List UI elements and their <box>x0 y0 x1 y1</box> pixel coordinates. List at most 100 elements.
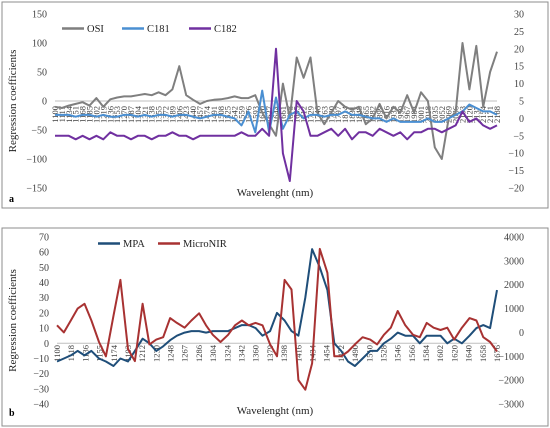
legend-label: MicroNIR <box>183 239 227 250</box>
x-tick-label: 1253 <box>112 106 122 123</box>
y-tick-left: 50 <box>37 68 47 79</box>
y-tick-left: 150 <box>32 10 47 21</box>
legend-label: C182 <box>214 24 237 35</box>
x-tick-label: 1559 <box>236 106 246 123</box>
y-tick-right: 30 <box>514 10 524 21</box>
y-tick-right: 25 <box>514 27 524 38</box>
x-tick-label: 1763 <box>319 106 329 123</box>
x-tick-label: 1546 <box>393 345 403 362</box>
y-tick-right: 0 <box>519 114 524 125</box>
legend-item-mpa: MPA <box>98 239 145 250</box>
series-line-osi <box>54 42 498 160</box>
x-tick-label: 1379 <box>265 345 275 362</box>
x-tick-label: 2103 <box>457 106 467 123</box>
x-tick-label: 1695 <box>292 106 302 123</box>
x-tick-label: 1593 <box>250 106 260 123</box>
y-tick-left: −40 <box>33 400 49 411</box>
y-tick-left: 30 <box>39 293 49 304</box>
y-tick-left: 60 <box>39 248 49 259</box>
y-tick-left: 0 <box>42 97 47 108</box>
x-tick-label: 2154 <box>478 105 488 123</box>
y-tick-right: −2000 <box>498 376 524 387</box>
x-tick-label: 1100 <box>52 345 62 362</box>
series-line-c181 <box>55 89 498 134</box>
x-tick-label: 1248 <box>166 345 176 362</box>
legend-item-c182: C182 <box>189 24 237 35</box>
x-tick-label: 1661 <box>278 106 288 123</box>
x-tick-label: 1899 <box>375 106 385 123</box>
y-tick-right: −3000 <box>498 400 524 411</box>
legend-item-osi: OSI <box>62 24 104 35</box>
x-tick-label: 1967 <box>402 106 412 123</box>
x-tick-label: 1338 <box>147 106 157 123</box>
x-tick-label: 1814 <box>340 105 350 123</box>
x-tick-label: 2171 <box>485 106 495 123</box>
x-tick-label: 1640 <box>464 345 474 362</box>
x-tick-label: 2052 <box>437 106 447 123</box>
x-tick-label: 1151 <box>71 106 81 123</box>
y-tick-right: 15 <box>514 62 524 73</box>
y-tick-right: 1000 <box>504 304 524 315</box>
y-tick-left: −100 <box>26 155 47 166</box>
x-tick-label: 2069 <box>444 106 454 123</box>
x-tick-label: 1865 <box>361 106 371 123</box>
x-tick-label: 1528 <box>378 345 388 362</box>
x-tick-label: 1542 <box>230 106 240 123</box>
x-tick-label: 1644 <box>271 105 281 123</box>
x-tick-label: 1950 <box>395 106 405 123</box>
y-tick-left: 0 <box>44 339 49 350</box>
x-tick-label: 1304 <box>133 105 143 123</box>
x-tick-label: 1360 <box>251 345 261 362</box>
x-tick-label: 1136 <box>80 345 90 362</box>
y-tick-left: 100 <box>32 39 47 50</box>
y-tick-right: 0 <box>519 328 524 339</box>
y-tick-right: −1000 <box>498 352 524 363</box>
y-tick-right: −5 <box>513 131 524 142</box>
panel-frame <box>1 227 549 427</box>
y-tick-right: −15 <box>508 166 524 177</box>
x-tick-label: 1118 <box>66 345 76 361</box>
series-line-c182 <box>55 47 498 182</box>
x-tick-label: 1457 <box>195 106 205 123</box>
x-tick-label: 1304 <box>208 344 218 362</box>
x-tick-label: 1602 <box>435 345 445 362</box>
legend-label: MPA <box>123 239 145 250</box>
x-tick-label: 1525 <box>223 106 233 123</box>
chart-panel-b: 70 60 50 40 30 20 10 0 −10 −20 −30 −40 4000 3000 2000 1… <box>1 227 549 427</box>
panel-label: a <box>9 194 14 205</box>
y-tick-right: 3000 <box>504 256 524 267</box>
x-tick-label: 1236 <box>105 106 115 123</box>
y-tick-left: −50 <box>31 126 47 137</box>
x-tick-label: 1212 <box>137 345 147 362</box>
x-axis-title: Wavelenght (nm) <box>237 405 314 417</box>
x-tick-label: 1984 <box>409 105 419 123</box>
x-tick-label: 2035 <box>430 106 440 123</box>
x-tick-label: 1490 <box>350 345 360 362</box>
y-tick-left: 10 <box>39 324 49 335</box>
y-axis-title: Regression coefficients <box>7 269 19 372</box>
x-tick-label: 1472 <box>336 345 346 362</box>
x-tick-label: 1416 <box>293 345 303 362</box>
x-tick-label: 1916 <box>382 106 392 123</box>
x-tick-label: 1389 <box>167 106 177 123</box>
y-tick-right: 2000 <box>504 280 524 291</box>
x-axis-title: Wavelenght (nm) <box>237 187 314 199</box>
series-line-mpa <box>56 248 498 367</box>
x-tick-label: 1474 <box>202 105 212 123</box>
y-tick-left: 50 <box>39 263 49 274</box>
y-tick-left: 20 <box>39 308 49 319</box>
x-tick-label: 1584 <box>421 344 431 362</box>
legend-label: C181 <box>147 24 170 35</box>
legend-label: OSI <box>87 24 104 35</box>
panel-label: b <box>9 408 15 419</box>
y-tick-left: −30 <box>33 384 49 395</box>
x-tick-label: 1882 <box>368 106 378 123</box>
x-tick-label: 2120 <box>464 106 474 123</box>
x-tick-label: 1267 <box>180 345 190 362</box>
y-axis-title: Regression coefficients <box>7 50 19 153</box>
x-tick-label: 1398 <box>279 345 289 362</box>
x-tick-label: 1566 <box>407 345 417 362</box>
x-tick-label: 1174 <box>109 344 119 361</box>
